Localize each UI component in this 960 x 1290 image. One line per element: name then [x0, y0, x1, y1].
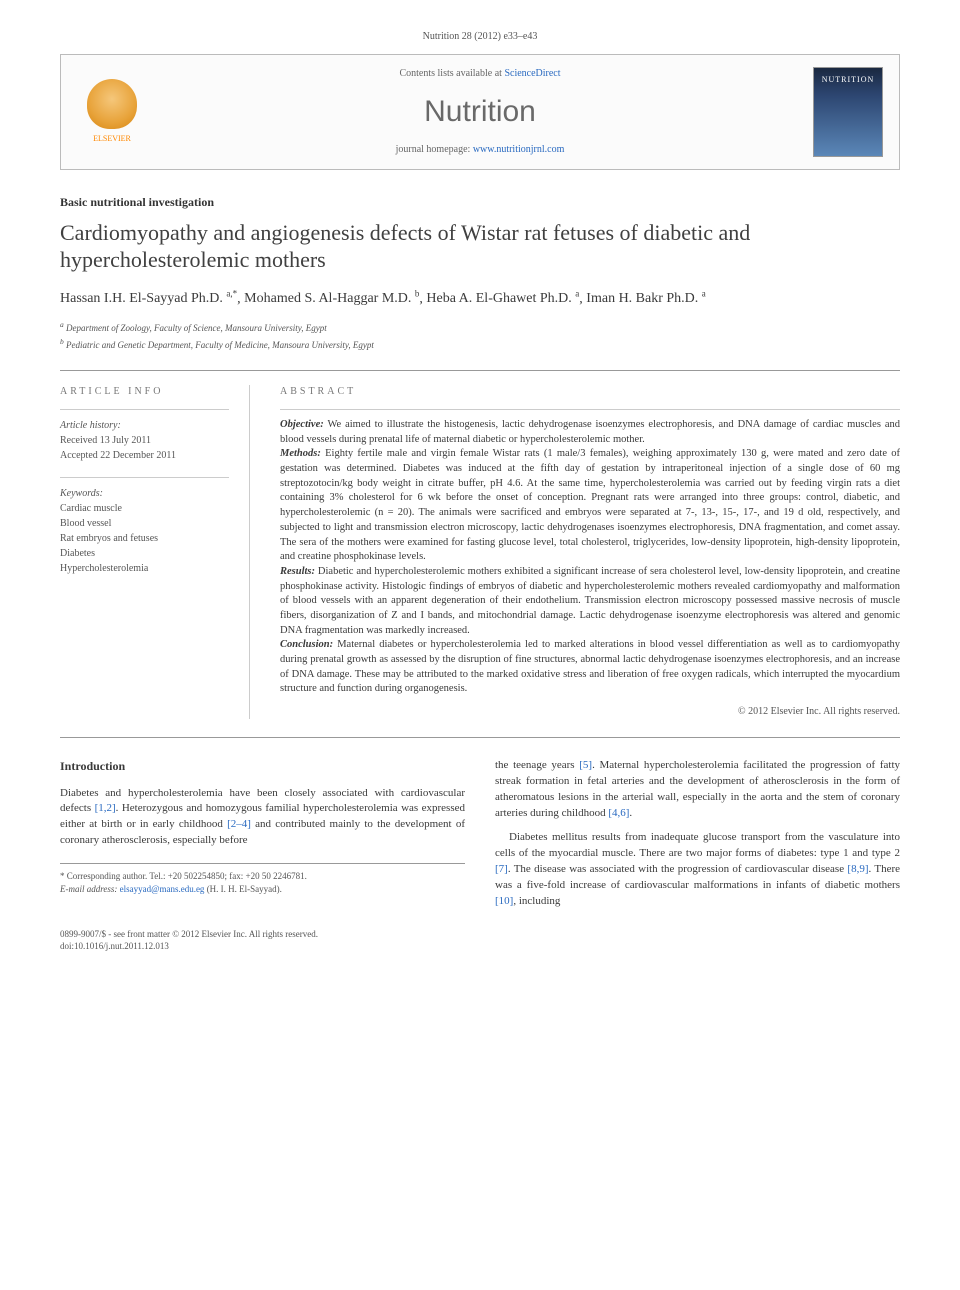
author-sup: a,* [226, 289, 237, 299]
contents-list-line: Contents lists available at ScienceDirec… [163, 67, 797, 81]
article-info-column: ARTICLE INFO Article history: Received 1… [60, 385, 250, 719]
article-info-heading: ARTICLE INFO [60, 385, 229, 399]
author-sup: a [702, 289, 706, 299]
abstract-section-head: Conclusion: [280, 639, 333, 650]
email-line: E-mail address: elsayyad@mans.edu.eg (H.… [60, 883, 465, 896]
page-footer: 0899-9007/$ - see front matter © 2012 El… [60, 928, 900, 953]
publisher-logo: ELSEVIER [77, 72, 147, 152]
body-paragraph: Diabetes and hypercholesterolemia have b… [60, 786, 465, 850]
journal-cover-thumbnail: NUTRITION [813, 67, 883, 157]
intro-right-paragraphs: the teenage years [5]. Maternal hypercho… [495, 758, 900, 909]
contents-prefix: Contents lists available at [399, 68, 504, 79]
citation[interactable]: [8,9] [847, 863, 868, 875]
abstract-body: Objective: We aimed to illustrate the hi… [280, 418, 900, 697]
elsevier-tree-icon [87, 79, 137, 129]
article-title: Cardiomyopathy and angiogenesis defects … [60, 219, 900, 274]
abstract-column: ABSTRACT Objective: We aimed to illustra… [280, 385, 900, 719]
author-sup: b [415, 289, 420, 299]
body-paragraph: Diabetes mellitus results from inadequat… [495, 830, 900, 910]
article-type: Basic nutritional investigation [60, 194, 900, 211]
doi-block: 0899-9007/$ - see front matter © 2012 El… [60, 928, 318, 953]
homepage-link[interactable]: www.nutritionjrnl.com [473, 144, 565, 155]
journal-name: Nutrition [163, 91, 797, 133]
abstract-section: Results: Diabetic and hypercholesterolem… [280, 565, 900, 638]
abstract-section: Objective: We aimed to illustrate the hi… [280, 418, 900, 447]
keyword: Rat embryos and fetuses [60, 531, 229, 546]
sciencedirect-link[interactable]: ScienceDirect [504, 68, 560, 79]
keyword: Cardiac muscle [60, 501, 229, 516]
info-abstract-row: ARTICLE INFO Article history: Received 1… [60, 370, 900, 738]
author: Mohamed S. Al-Haggar M.D. b [244, 291, 419, 306]
affiliations: a Department of Zoology, Faculty of Scie… [60, 319, 900, 352]
corresponding-author: * Corresponding author. Tel.: +20 502254… [60, 870, 465, 883]
body-column-left: Introduction Diabetes and hypercholester… [60, 758, 465, 917]
citation[interactable]: [4,6] [608, 807, 629, 819]
affiliation: a Department of Zoology, Faculty of Scie… [60, 319, 900, 336]
received-date: Received 13 July 2011 [60, 433, 229, 448]
citation[interactable]: [2–4] [227, 818, 251, 830]
homepage-line: journal homepage: www.nutritionjrnl.com [163, 143, 797, 157]
keywords-block: Keywords: Cardiac muscleBlood vesselRat … [60, 486, 229, 576]
keyword: Diabetes [60, 546, 229, 561]
footnotes: * Corresponding author. Tel.: +20 502254… [60, 863, 465, 895]
body-columns: Introduction Diabetes and hypercholester… [60, 758, 900, 917]
issn-line: 0899-9007/$ - see front matter © 2012 El… [60, 928, 318, 941]
article-history: Article history: Received 13 July 2011 A… [60, 418, 229, 463]
intro-left-paragraphs: Diabetes and hypercholesterolemia have b… [60, 786, 465, 850]
abstract-section: Methods: Eighty fertile male and virgin … [280, 447, 900, 565]
introduction-heading: Introduction [60, 758, 465, 775]
abstract-copyright: © 2012 Elsevier Inc. All rights reserved… [280, 705, 900, 719]
journal-header: ELSEVIER Contents lists available at Sci… [60, 54, 900, 170]
author-sup: a [575, 289, 579, 299]
email-label: E-mail address: [60, 884, 117, 894]
citation[interactable]: [1,2] [95, 802, 116, 814]
affiliation: b Pediatric and Genetic Department, Facu… [60, 336, 900, 353]
keyword: Blood vessel [60, 516, 229, 531]
body-column-right: the teenage years [5]. Maternal hypercho… [495, 758, 900, 917]
corresponding-email-link[interactable]: elsayyad@mans.edu.eg [120, 884, 205, 894]
abstract-heading: ABSTRACT [280, 385, 900, 399]
header-center: Contents lists available at ScienceDirec… [163, 67, 797, 157]
citation[interactable]: [5] [579, 759, 592, 771]
history-label: Article history: [60, 418, 229, 433]
journal-reference: Nutrition 28 (2012) e33–e43 [60, 30, 900, 44]
body-paragraph: the teenage years [5]. Maternal hypercho… [495, 758, 900, 822]
abstract-section-head: Results: [280, 566, 315, 577]
homepage-prefix: journal homepage: [396, 144, 473, 155]
abstract-section: Conclusion: Maternal diabetes or hyperch… [280, 638, 900, 697]
author: Hassan I.H. El-Sayyad Ph.D. a,* [60, 291, 237, 306]
keywords-list: Cardiac muscleBlood vesselRat embryos an… [60, 501, 229, 576]
doi-line: doi:10.1016/j.nut.2011.12.013 [60, 940, 318, 953]
citation[interactable]: [7] [495, 863, 508, 875]
citation[interactable]: [10] [495, 895, 513, 907]
author: Iman H. Bakr Ph.D. a [586, 291, 706, 306]
abstract-section-head: Methods: [280, 448, 321, 459]
email-attribution: (H. I. H. El-Sayyad). [207, 884, 282, 894]
cover-label: NUTRITION [822, 74, 875, 85]
authors-line: Hassan I.H. El-Sayyad Ph.D. a,*, Mohamed… [60, 288, 900, 309]
abstract-section-head: Objective: [280, 419, 324, 430]
author: Heba A. El-Ghawet Ph.D. a [426, 291, 579, 306]
keywords-label: Keywords: [60, 486, 229, 501]
keyword: Hypercholesterolemia [60, 561, 229, 576]
publisher-name: ELSEVIER [93, 133, 131, 144]
accepted-date: Accepted 22 December 2011 [60, 448, 229, 463]
